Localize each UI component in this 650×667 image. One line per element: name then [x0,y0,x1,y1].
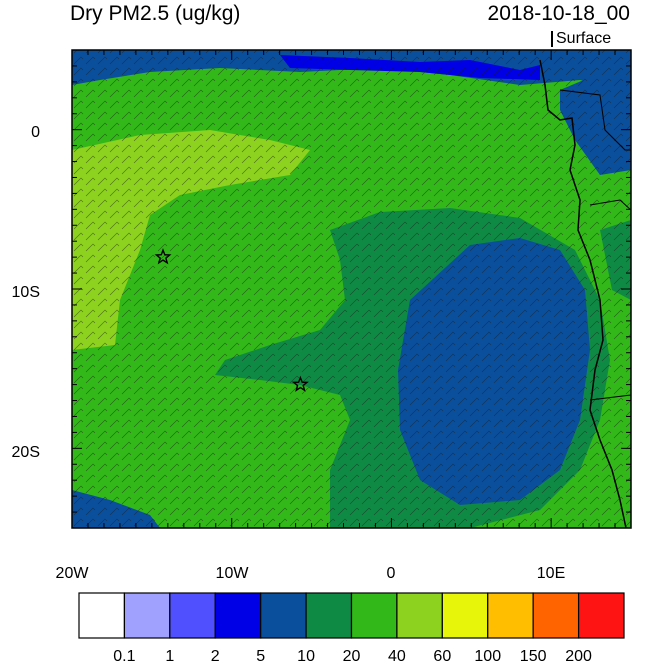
colorbar-label-10: 200 [565,648,592,665]
colorbar-swatch-9 [487,592,534,639]
map-title: Dry PM2.5 (ug/kg) [70,2,241,25]
colorbar-label-4: 10 [297,648,315,665]
colorbar-label-8: 100 [474,648,502,665]
colorbar-label-1: 1 [165,648,175,665]
colorbar-swatch-10 [532,592,580,639]
border-line-2 [589,199,631,211]
colorbar-swatch-7 [396,592,443,639]
star-marker-1 [154,248,172,265]
border-line-3 [589,394,631,401]
star-marker-2 [291,375,309,392]
colorbar-label-3: 5 [256,648,266,665]
colorbar [78,592,625,639]
x-tick-label-1: 10W [216,565,250,582]
level-marker [551,31,553,47]
map-datetime: 2018-10-18_00 [487,2,630,25]
colorbar-label-7: 60 [433,648,452,665]
x-tick-label-0: 20W [56,565,90,582]
colorbar-label-5: 20 [342,648,361,665]
colorbar-swatch-3 [214,592,262,639]
colorbar-swatch-6 [350,592,398,639]
coastline [539,59,627,528]
colorbar-swatch-0 [78,592,126,639]
colorbar-label-2: 2 [210,648,220,665]
colorbar-label-0: 0.1 [113,648,136,665]
y-tick-label-1: 10S [12,284,40,301]
colorbar-swatch-11 [577,592,625,639]
colorbar-swatch-1 [123,592,171,639]
x-tick-label-2: 0 [387,565,396,582]
colorbar-swatch-4 [260,592,307,639]
map-level: Surface [556,30,612,47]
x-tick-label-3: 10E [537,565,565,582]
colorbar-swatch-5 [305,592,353,639]
colorbar-label-6: 40 [388,648,406,665]
y-tick-label-2: 20S [12,444,40,461]
colorbar-swatch-8 [441,592,489,639]
colorbar-label-9: 150 [519,648,547,665]
colorbar-swatch-2 [169,592,216,639]
y-tick-label-0: 0 [31,124,40,141]
border-line-1 [559,89,631,151]
wind-barbs [72,50,631,528]
